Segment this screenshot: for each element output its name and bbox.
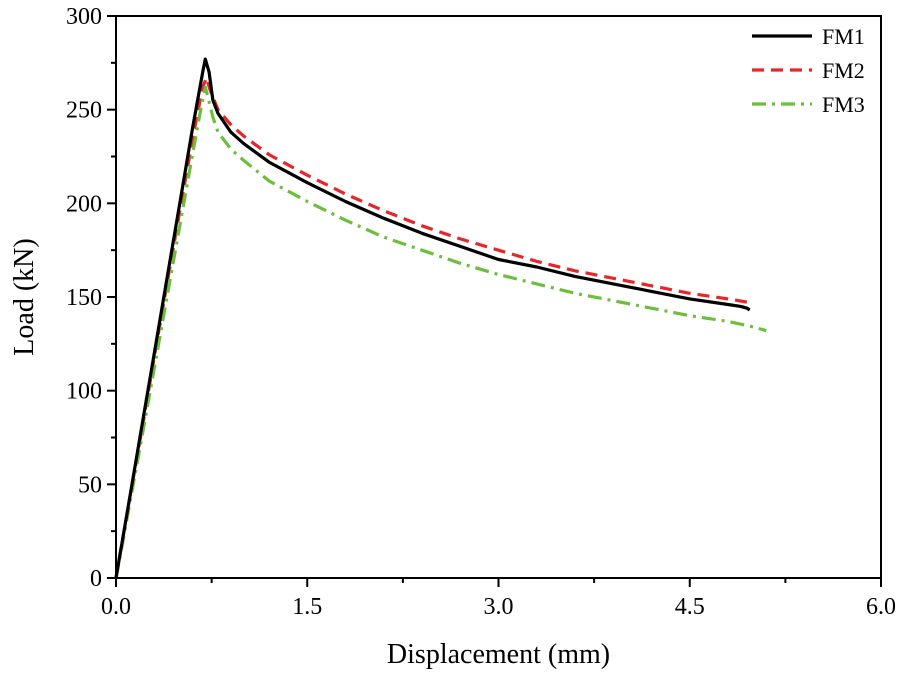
legend-label-fm2: FM2 bbox=[822, 58, 865, 83]
y-axis-title: Load (kN) bbox=[9, 238, 40, 355]
series-layer bbox=[114, 57, 767, 579]
y-tick-labels: 0 50 100 150 200 250 300 bbox=[66, 4, 102, 592]
y-tick-label: 200 bbox=[66, 191, 102, 217]
x-axis-title: Displacement (mm) bbox=[387, 639, 610, 670]
y-tick-label: 0 bbox=[90, 566, 102, 592]
plot-frame bbox=[115, 15, 882, 579]
x-tick-label: 1.5 bbox=[292, 594, 322, 620]
y-tick-label: 150 bbox=[66, 285, 102, 311]
series-line-fm1 bbox=[114, 57, 751, 579]
x-tick-label: 4.5 bbox=[675, 594, 705, 620]
x-tick-label: 6.0 bbox=[866, 594, 896, 620]
y-tick-label: 100 bbox=[66, 379, 102, 405]
legend-label-fm3: FM3 bbox=[822, 92, 865, 117]
series-line-fm2 bbox=[114, 76, 750, 579]
x-tick-label: 3.0 bbox=[484, 594, 514, 620]
ticks-layer bbox=[107, 15, 882, 587]
y-tick-label: 50 bbox=[78, 472, 102, 498]
x-tick-label: 0.0 bbox=[101, 594, 131, 620]
y-tick-label: 250 bbox=[66, 98, 102, 124]
y-tick-label: 300 bbox=[66, 4, 102, 30]
legend-label-fm1: FM1 bbox=[822, 24, 865, 49]
x-tick-labels: 0.0 1.5 3.0 4.5 6.0 bbox=[101, 594, 896, 620]
legend: FM1 FM2 FM3 bbox=[752, 24, 865, 117]
series-line-fm3 bbox=[114, 85, 767, 579]
